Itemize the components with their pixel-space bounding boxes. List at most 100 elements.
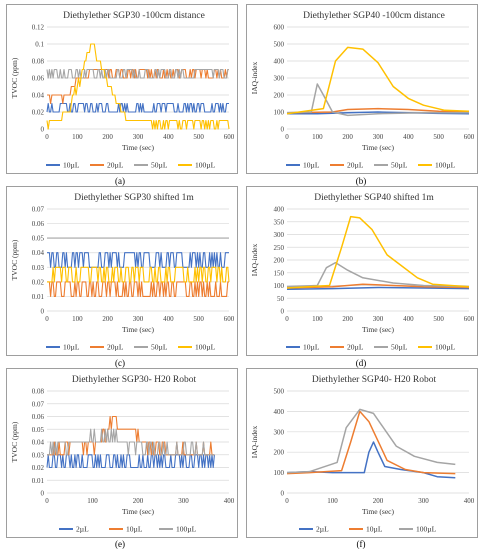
y-tick-label: 400	[274, 408, 285, 416]
chart-title: Diethylether SGP30 shifted 1m	[74, 192, 194, 203]
x-tick-label: 100	[72, 315, 83, 323]
x-tick-label: 300	[418, 497, 429, 505]
x-tick-label: 400	[403, 133, 414, 141]
x-tick-label: 600	[464, 133, 475, 141]
y-tick-label: 300	[274, 428, 285, 436]
x-tick-label: 100	[87, 497, 98, 505]
x-axis-label: Time (sec)	[122, 507, 155, 516]
y-tick-label: 0.1	[35, 41, 44, 49]
x-tick-label: 300	[373, 315, 384, 323]
x-tick-label: 600	[224, 133, 235, 141]
legend-label: 100µL	[195, 343, 216, 352]
legend-label: 10µL	[366, 525, 383, 534]
series-line	[47, 252, 229, 268]
x-tick-label: 300	[178, 497, 189, 505]
chart-f: Diethylether SGP40- H20 Robot 0 100 200 300 4…	[250, 375, 475, 534]
chart-title: Diethylether SGP40 shifted 1m	[314, 192, 434, 203]
x-axis-label: Time (sec)	[362, 143, 395, 152]
x-tick-label: 0	[285, 497, 289, 505]
y-tick-label: 400	[274, 58, 285, 66]
x-tick-label: 400	[403, 315, 414, 323]
legend-label: 100µL	[195, 161, 216, 170]
x-tick-label: 100	[327, 497, 338, 505]
y-tick-label: 0.01	[32, 477, 45, 485]
x-tick-label: 400	[464, 497, 475, 505]
legend-label: 10µL	[303, 343, 320, 352]
caption-c: (c)	[115, 358, 125, 368]
x-tick-label: 400	[163, 133, 174, 141]
legend-label: 50µL	[151, 161, 168, 170]
y-tick-label: 0.05	[32, 235, 45, 243]
y-tick-label: 200	[274, 92, 285, 100]
y-tick-label: 0	[281, 126, 285, 134]
y-tick-label: 50	[277, 295, 285, 303]
chart-panel-c: Diethylether SGP30 shifted 1m 0 0.01 0.02 0.…	[6, 186, 238, 356]
y-tick-label: 400	[274, 206, 285, 214]
y-tick-label: 0.02	[32, 464, 45, 472]
legend-label: 20µL	[107, 161, 124, 170]
y-tick-label: 350	[274, 218, 285, 226]
x-tick-label: 0	[45, 133, 49, 141]
y-tick-label: 100	[274, 469, 285, 477]
y-axis-label: TVOC (ppm)	[10, 239, 19, 280]
y-tick-label: 0.06	[32, 75, 45, 83]
x-tick-label: 200	[342, 315, 353, 323]
y-axis-label: IAQ-index	[250, 62, 259, 95]
series-line	[286, 83, 469, 117]
series-line	[286, 410, 456, 475]
legend-label: 100µL	[176, 525, 197, 534]
y-tick-label: 100	[274, 109, 285, 117]
legend-label: 20µL	[347, 161, 364, 170]
y-tick-label: 200	[274, 449, 285, 457]
y-tick-label: 0.07	[32, 400, 45, 408]
y-tick-label: 0.03	[32, 264, 45, 272]
x-tick-label: 0	[285, 133, 289, 141]
y-tick-label: 0.02	[32, 109, 45, 117]
legend-label: 20µL	[107, 343, 124, 352]
x-tick-label: 300	[133, 315, 144, 323]
legend-label: 50µL	[391, 161, 408, 170]
x-axis-label: Time (sec)	[362, 325, 395, 334]
x-tick-label: 0	[285, 315, 289, 323]
series-line	[47, 281, 229, 297]
x-tick-label: 200	[102, 133, 113, 141]
y-tick-label: 200	[274, 257, 285, 265]
y-tick-label: 300	[274, 75, 285, 83]
legend-label: 50µL	[151, 343, 168, 352]
y-tick-label: 600	[274, 24, 285, 32]
caption-d: (d)	[355, 358, 367, 368]
y-tick-label: 0	[41, 126, 45, 134]
y-tick-label: 0.08	[32, 388, 45, 396]
y-tick-label: 0.02	[32, 278, 45, 286]
x-tick-label: 600	[464, 315, 475, 323]
x-tick-label: 500	[433, 315, 444, 323]
series-line	[47, 266, 230, 283]
series-line	[286, 286, 470, 291]
x-tick-label: 600	[224, 315, 235, 323]
y-tick-label: 0.08	[32, 58, 45, 66]
chart-e: Diethylether SGP30- H20 Robot 0 0.01 0.02 0.…	[10, 375, 235, 534]
y-tick-label: 0	[281, 308, 285, 316]
y-tick-label: 0	[41, 490, 45, 498]
caption-f: (f)	[356, 539, 366, 549]
legend-label: 10µL	[63, 343, 80, 352]
chart-b: Diethylether SGP40 -100cm distance 0 100 20…	[250, 11, 475, 170]
series-line	[46, 43, 230, 130]
y-tick-label: 0.01	[32, 293, 45, 301]
legend-label: 100µL	[416, 525, 437, 534]
chart-panel-b: Diethylether SGP40 -100cm distance 0 100 20…	[246, 4, 478, 174]
y-axis-label: TVOC (ppm)	[10, 421, 19, 462]
y-tick-label: 0.12	[32, 24, 45, 32]
legend-label: 20µL	[347, 343, 364, 352]
legend-label: 10µL	[63, 161, 80, 170]
x-tick-label: 500	[193, 133, 204, 141]
chart-title: Diethylether SGP30- H20 Robot	[72, 375, 197, 385]
chart-panel-a: Diethylether SGP30 -100cm distance 0 0.02 0…	[6, 4, 238, 174]
series-line	[286, 46, 470, 115]
x-tick-label: 100	[72, 133, 83, 141]
x-tick-label: 300	[373, 133, 384, 141]
y-axis-label: IAQ-index	[250, 426, 259, 459]
y-tick-label: 500	[274, 41, 285, 49]
y-tick-label: 150	[274, 269, 285, 277]
y-tick-label: 0	[41, 308, 45, 316]
